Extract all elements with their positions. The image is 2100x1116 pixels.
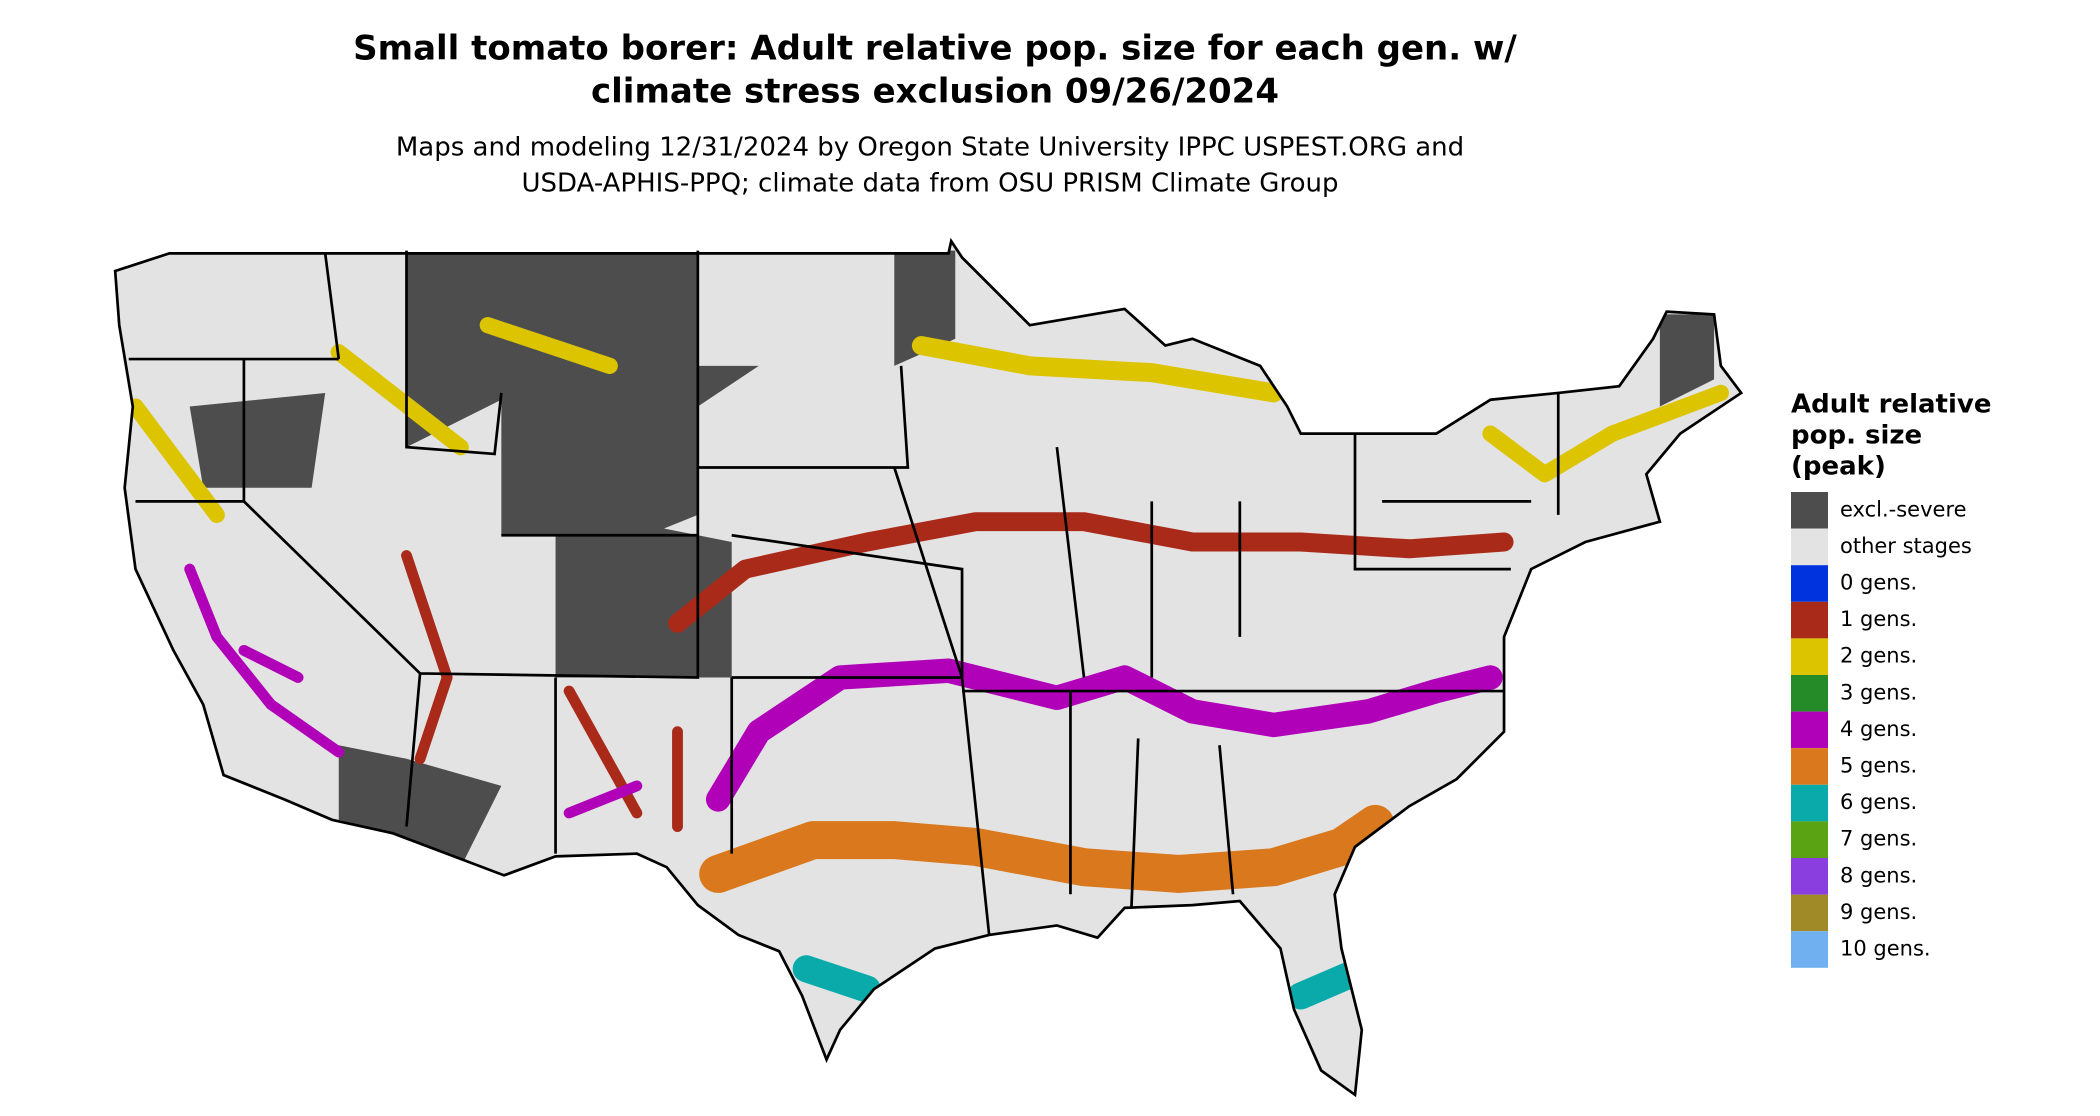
legend-swatch <box>1791 492 1828 529</box>
legend-swatch <box>1791 931 1828 968</box>
legend-label: 7 gens. <box>1840 827 1917 851</box>
band-4-gens <box>184 563 643 819</box>
title: climate stress exclusion 09/26/2024 <box>591 72 1279 112</box>
legend-label: 0 gens. <box>1840 571 1917 595</box>
band-4-gens <box>705 658 1503 812</box>
band-5-gens <box>699 804 1395 893</box>
legend-label: 2 gens. <box>1840 644 1917 668</box>
legend-swatch <box>1791 821 1828 858</box>
legend-label: 9 gens. <box>1840 900 1917 924</box>
band-2-gens <box>127 317 1729 524</box>
legend-swatch <box>1791 675 1828 712</box>
legend-title: (peak) <box>1791 452 1886 482</box>
legend-label: other stages <box>1840 534 1972 558</box>
legend-label: 6 gens. <box>1840 790 1917 814</box>
subtitle: USDA-APHIS-PPQ; climate data from OSU PR… <box>522 169 1339 199</box>
legend-title: pop. size <box>1791 421 1922 451</box>
state-borders <box>113 239 1743 1097</box>
legend-swatch <box>1791 894 1828 932</box>
legend-label: 8 gens. <box>1840 863 1917 887</box>
legend-swatch <box>1791 711 1828 749</box>
legend-swatch <box>1791 784 1828 822</box>
legend-swatch <box>1791 528 1828 566</box>
legend-label: excl.-severe <box>1840 497 1967 521</box>
subtitle: Maps and modeling 12/31/2024 by Oregon S… <box>396 133 1464 163</box>
legend-swatch <box>1791 748 1828 785</box>
region-excluded <box>1659 314 1715 407</box>
legend-label: 3 gens. <box>1840 680 1917 704</box>
legend-swatch <box>1791 565 1828 602</box>
legend-label: 1 gens. <box>1840 607 1917 631</box>
legend-label: 5 gens. <box>1840 754 1917 778</box>
region-excluded <box>189 392 326 488</box>
legend: excl.-severe other stages 0 gens. 1 gens. 2 … <box>1791 492 1972 968</box>
legend-label: 4 gens. <box>1840 717 1917 741</box>
legend-title: Adult relative <box>1791 390 1991 420</box>
legend-label: 10 gens. <box>1840 937 1931 961</box>
band-6-gens <box>792 955 1362 1010</box>
region-excluded <box>338 745 502 868</box>
band-3-gens <box>668 512 1514 633</box>
band-2-gens <box>911 336 1284 403</box>
title: Small tomato borer: Adult relative pop. … <box>353 29 1517 69</box>
legend-swatch <box>1791 601 1828 639</box>
legend-swatch <box>1791 638 1828 675</box>
legend-swatch <box>1791 858 1828 895</box>
map <box>113 239 1743 1097</box>
